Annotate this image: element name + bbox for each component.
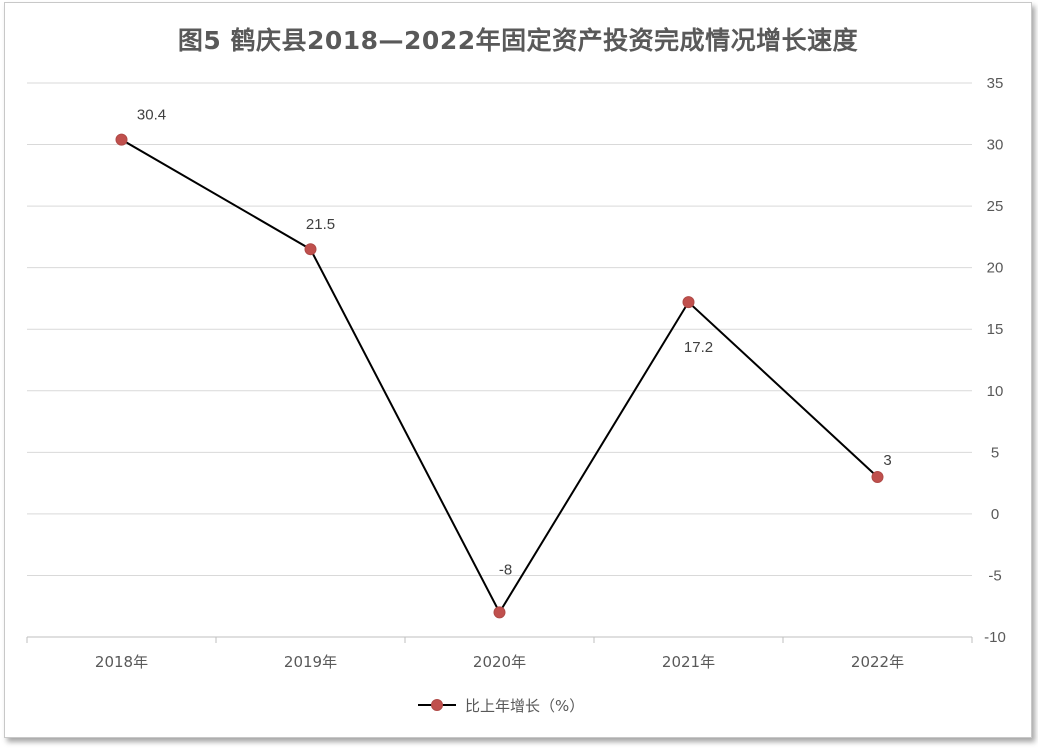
- x-tick-label: 2019年: [284, 653, 337, 671]
- data-label: 17.2: [684, 339, 713, 356]
- y-tick-label: 10: [987, 383, 1004, 400]
- data-point: [304, 243, 317, 256]
- legend-label: 比上年增长（%）: [465, 697, 584, 715]
- y-tick-label: 0: [991, 506, 999, 523]
- x-tick-label: 2020年: [473, 653, 526, 671]
- chart-frame: 图5 鹤庆县2018—2022年固定资产投资完成情况增长速度: [4, 2, 1032, 738]
- y-tick-label: 15: [987, 321, 1004, 338]
- y-tick-label: 35: [987, 75, 1004, 92]
- y-tick-label: 5: [991, 444, 999, 461]
- data-point: [682, 296, 695, 309]
- data-label: 3: [883, 452, 891, 469]
- data-point: [493, 606, 506, 619]
- x-tick-label: 2021年: [662, 653, 715, 671]
- data-label: 21.5: [306, 216, 335, 233]
- y-tick-label: -5: [988, 567, 1001, 584]
- y-tick-label: 30: [987, 137, 1004, 154]
- x-tick-label: 2018年: [95, 653, 148, 671]
- series-line: [120, 138, 879, 615]
- chart-title: 图5 鹤庆县2018—2022年固定资产投资完成情况增长速度: [177, 26, 859, 55]
- data-point: [115, 133, 128, 146]
- data-point: [871, 470, 884, 483]
- y-tick-label: -10: [984, 629, 1006, 646]
- y-tick-label: 20: [987, 260, 1004, 277]
- x-tick-label: 2022年: [851, 653, 904, 671]
- legend-marker: [431, 699, 443, 711]
- data-label: 30.4: [137, 107, 166, 124]
- data-label: -8: [499, 561, 512, 578]
- y-tick-label: 25: [987, 198, 1004, 215]
